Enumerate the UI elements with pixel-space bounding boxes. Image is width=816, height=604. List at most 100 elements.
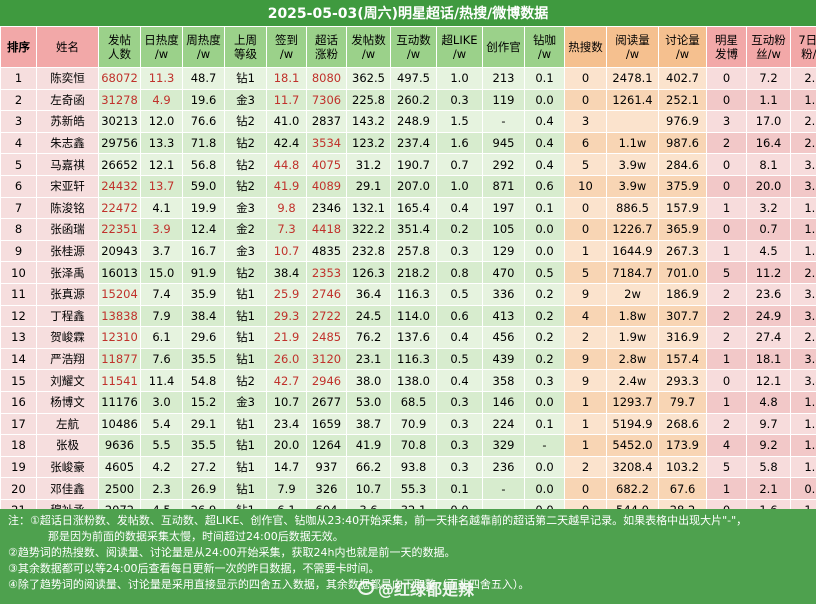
cell-value: 2746: [306, 282, 347, 306]
cell-value: 26.9: [182, 477, 225, 500]
cell-value: 23.6: [746, 282, 791, 306]
cell-value: 0: [706, 174, 747, 198]
cell-value: 173.9: [658, 434, 707, 457]
cell-value: 27.2: [182, 455, 225, 479]
cell-value: 11877: [98, 347, 141, 371]
cell-value: 30213: [98, 110, 141, 133]
cell-value: 197: [482, 196, 525, 220]
cell-value: 0.0: [524, 455, 565, 479]
cell-rank: 20: [0, 477, 37, 500]
column-header: 姓名: [36, 26, 99, 68]
cell-value: 293.3: [658, 369, 707, 392]
cell-value: 29.1: [346, 174, 391, 198]
cell-value: 4.5: [746, 239, 791, 263]
cell-value: 103.2: [658, 455, 707, 479]
cell-rank: 19: [0, 455, 37, 479]
cell-value: 21.9: [266, 326, 307, 349]
cell-value: 1: [564, 390, 607, 414]
cell-value: 2.1: [790, 67, 816, 90]
cell-value: 67.6: [658, 477, 707, 500]
cell-value: 3.7: [790, 282, 816, 306]
column-header: 日热度 /w: [140, 26, 183, 68]
cell-value: 0: [706, 153, 747, 176]
cell-value: 0.5: [524, 261, 565, 284]
cell-value: 8080: [306, 67, 347, 90]
cell-value: 44.8: [266, 153, 307, 176]
cell-value: 138.0: [390, 369, 437, 392]
cell-value: 23.1: [346, 347, 391, 371]
cell-value: 1226.7: [606, 218, 659, 241]
note-4: ④除了趋势词的阅读量、讨论量是采用直接显示的四舍五入数据，其余数据都是向下取整（…: [8, 578, 530, 591]
cell-value: 9.7: [746, 412, 791, 436]
cell-name: 张极: [36, 434, 99, 457]
cell-value: 9: [564, 282, 607, 306]
cell-value: 22351: [98, 218, 141, 241]
cell-value: 4: [564, 304, 607, 328]
cell-value: 0.1: [436, 477, 483, 500]
table-row: 9 张桂源 20943 3.7 16.7 金3 10.7 4835 232.8 257.8 0.3 1…: [0, 239, 816, 263]
cell-value: 456: [482, 326, 525, 349]
cell-value: 284.6: [658, 153, 707, 176]
cell-value: 11.7: [266, 88, 307, 112]
cell-value: 9636: [98, 434, 141, 457]
cell-value: 5: [564, 153, 607, 176]
cell-value: 7.3: [266, 218, 307, 241]
cell-value: 1.6: [790, 239, 816, 263]
cell-value: 0.2: [524, 326, 565, 349]
cell-value: 7.9: [266, 477, 307, 500]
cell-rank: 3: [0, 110, 37, 133]
table-row: 2 左奇函 31278 4.9 19.6 金3 11.7 7306 225.8 260.2 0.3 1…: [0, 88, 816, 112]
cell-value: 470: [482, 261, 525, 284]
cell-value: 38.0: [346, 369, 391, 392]
cell-value: 9.2: [746, 434, 791, 457]
cell-rank: 1: [0, 67, 37, 90]
cell-value: 701.0: [658, 261, 707, 284]
watermark-text: @红绿都是辣: [378, 580, 475, 599]
cell-value: -: [524, 434, 565, 457]
cell-value: 金2: [224, 218, 267, 241]
cell-value: 56.8: [182, 153, 225, 176]
cell-value: 27.4: [746, 326, 791, 349]
cell-rank: 2: [0, 88, 37, 112]
cell-rank: 7: [0, 196, 37, 220]
cell-value: 126.3: [346, 261, 391, 284]
cell-value: 3534: [306, 131, 347, 155]
cell-value: 3.9w: [606, 174, 659, 198]
cell-value: 4418: [306, 218, 347, 241]
cell-value: 248.9: [390, 110, 437, 133]
cell-value: 24.9: [746, 304, 791, 328]
table-row: 17 左航 10486 5.4 29.1 钻1 23.4 1659 38.7 70.9 0.3 224…: [0, 412, 816, 436]
cell-value: 76.6: [182, 110, 225, 133]
cell-value: 157.9: [658, 196, 707, 220]
cell-value: 6: [564, 131, 607, 155]
cell-value: 55.3: [390, 477, 437, 500]
cell-value: 0.1: [524, 196, 565, 220]
cell-value: 224: [482, 412, 525, 436]
cell-value: 4089: [306, 174, 347, 198]
cell-value: 12310: [98, 326, 141, 349]
cell-value: 0.4: [524, 110, 565, 133]
cell-value: 267.3: [658, 239, 707, 263]
note-1-cont: 那是因为前面的数据采集太慢，时间超过24:00后数据无效。: [48, 530, 344, 543]
cell-value: 292: [482, 153, 525, 176]
cell-value: 3.9w: [606, 153, 659, 176]
table-row: 8 张函瑞 22351 3.9 12.4 金2 7.3 4418 322.2 351.4 0.2 10…: [0, 218, 816, 241]
column-header: 讨论量 /w: [658, 26, 707, 68]
cell-value: 4.1: [140, 196, 183, 220]
cell-value: 2: [706, 326, 747, 349]
table-row: 13 贺峻霖 12310 6.1 29.6 钻1 21.9 2485 76.2 137.6 0.4 4…: [0, 326, 816, 349]
cell-value: 钻1: [224, 434, 267, 457]
cell-value: 16.4: [746, 131, 791, 155]
cell-value: 0.3: [436, 434, 483, 457]
table-row: 11 张真源 15204 7.4 35.9 钻1 25.9 2746 36.4 116.3 0.5 3…: [0, 282, 816, 306]
cell-rank: 6: [0, 174, 37, 198]
cell-value: 29756: [98, 131, 141, 155]
cell-value: 钻1: [224, 67, 267, 90]
cell-value: 5: [706, 455, 747, 479]
cell-value: 15204: [98, 282, 141, 306]
cell-value: 0.4: [436, 196, 483, 220]
cell-value: 402.7: [658, 67, 707, 90]
cell-value: 0.8: [436, 261, 483, 284]
table-row: 12 丁程鑫 13838 7.9 38.4 钻1 29.3 2722 24.5 114.0 0.6 4…: [0, 304, 816, 328]
cell-value: 8.1: [746, 153, 791, 176]
